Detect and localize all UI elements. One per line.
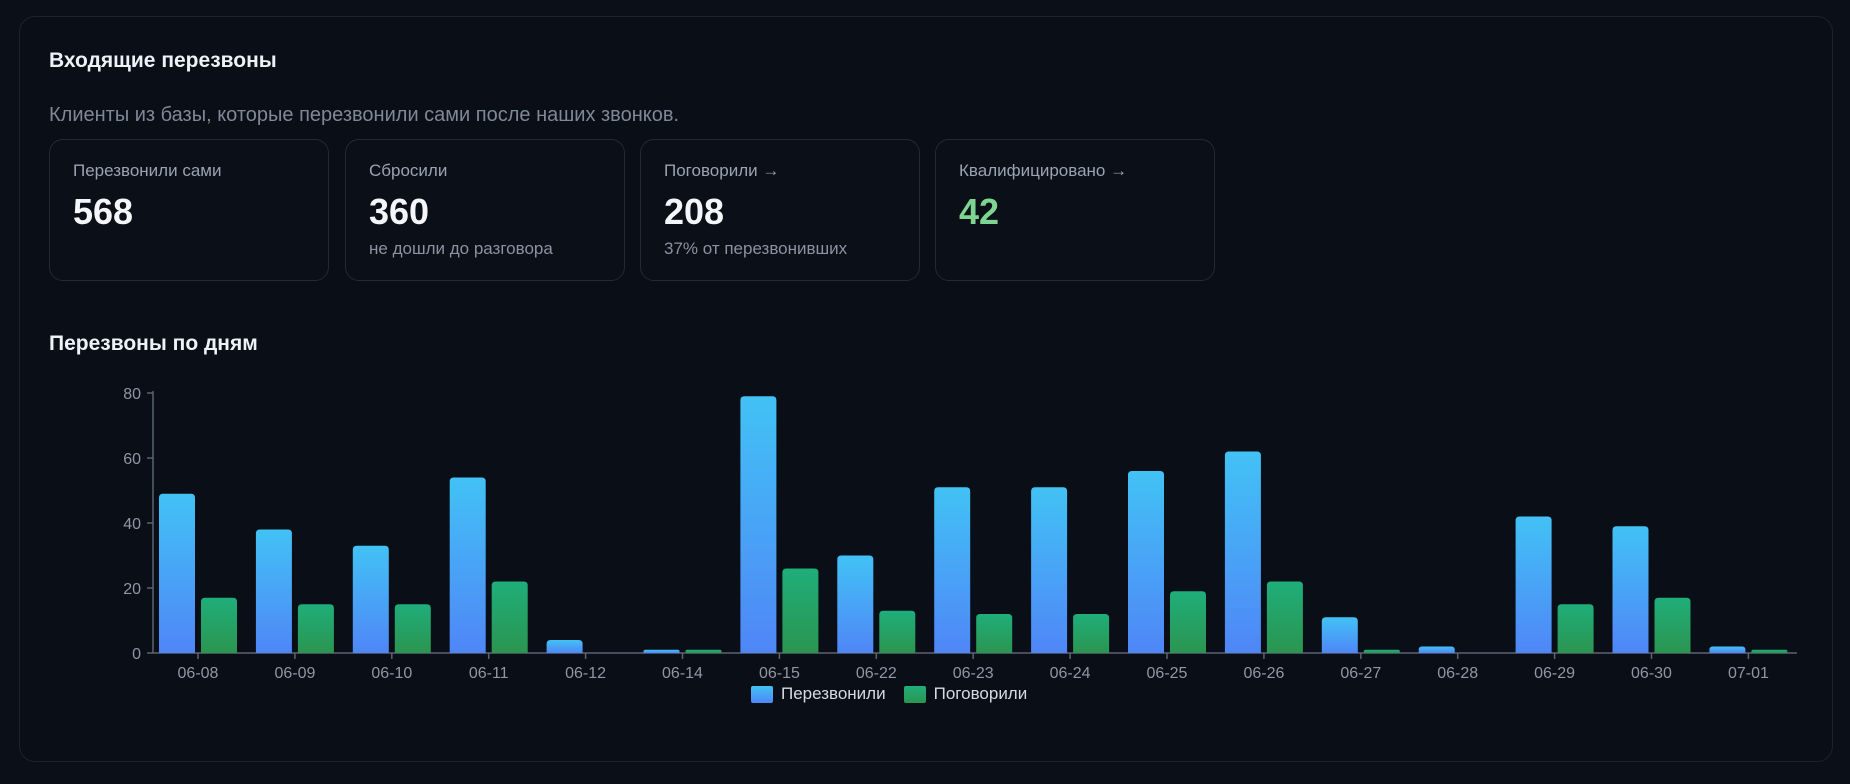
y-tick-label: 40 (123, 516, 141, 533)
kpi-value: 42 (959, 191, 1000, 232)
page-title: Входящие перезвоны (49, 49, 277, 72)
bar-talked[interactable] (1363, 649, 1400, 653)
bar-callbacks[interactable] (1128, 471, 1164, 653)
y-tick-label: 80 (123, 386, 141, 403)
bar-callbacks[interactable] (1224, 451, 1261, 654)
x-tick-label: 06-10 (371, 665, 412, 682)
kpi-card-called-back: Перезвонили сами 568 (49, 139, 329, 281)
bar-talked[interactable] (782, 568, 819, 654)
bar-talked[interactable] (297, 604, 334, 653)
kpi-label: Квалифицировано → (959, 161, 1128, 180)
x-tick-label: 06-24 (1050, 665, 1091, 682)
daily-callbacks-title: Перезвоны по дням (49, 332, 258, 355)
kpi-card-dropped: Сбросили 360 не дошли до разговора (345, 139, 625, 281)
bar-talked[interactable] (1557, 604, 1594, 653)
kpi-value: 360 (369, 191, 430, 232)
kpi-value: 208 (664, 191, 725, 232)
legend-label: Поговорили (933, 684, 1028, 703)
legend-swatch (751, 685, 773, 703)
bar-callbacks[interactable] (740, 396, 777, 653)
page-subtitle: Клиенты из базы, которые перезвонили сам… (49, 104, 680, 126)
kpi-note: не дошли до разговора (369, 239, 553, 258)
bar-callbacks[interactable] (1515, 516, 1552, 654)
x-tick-label: 06-15 (759, 665, 800, 682)
bar-talked[interactable] (201, 597, 237, 653)
bar-callbacks[interactable] (1031, 487, 1068, 653)
kpi-card-talked[interactable]: Поговорили → 208 37% от перезвонивших (640, 139, 920, 281)
bar-talked[interactable] (1654, 597, 1691, 653)
chart-bars (159, 396, 1788, 654)
x-tick-label: 06-30 (1631, 665, 1672, 682)
kpi-value: 568 (73, 191, 134, 232)
x-tick-label: 06-29 (1534, 665, 1575, 682)
kpi-note: 37% от перезвонивших (664, 239, 848, 258)
x-tick-label: 06-26 (1243, 665, 1284, 682)
x-tick-label: 06-11 (469, 665, 509, 682)
legend-label: Перезвонили (781, 684, 886, 703)
y-tick-labels: 0 20 40 60 80 (123, 386, 141, 663)
bar-talked[interactable] (1073, 614, 1110, 653)
bar-talked[interactable] (976, 614, 1013, 653)
legend-swatch (903, 685, 926, 703)
kpi-label: Перезвонили сами (73, 161, 222, 180)
kpi-card-qualified[interactable]: Квалифицировано → 42 (935, 139, 1215, 281)
x-tick-label: 06-27 (1340, 665, 1381, 682)
bar-talked[interactable] (491, 581, 528, 654)
bar-callbacks[interactable] (1612, 526, 1649, 653)
bar-talked[interactable] (1170, 591, 1206, 653)
chart-legend: Перезвонили Поговорили (751, 684, 1045, 704)
x-tick-label: 06-14 (662, 665, 703, 682)
x-tick-label: 06-12 (565, 665, 606, 682)
x-tick-label: 06-23 (953, 665, 994, 682)
bar-talked[interactable] (879, 610, 916, 653)
bar-callbacks[interactable] (1709, 646, 1746, 654)
bar-callbacks[interactable] (159, 493, 195, 653)
x-tick-label: 06-09 (274, 665, 315, 682)
bar-callbacks[interactable] (255, 529, 292, 654)
bar-callbacks[interactable] (1321, 617, 1358, 653)
x-tick-label: 06-25 (1147, 665, 1188, 682)
legend-item-callbacks[interactable]: Перезвонили (751, 684, 886, 704)
x-tick-label: 07-01 (1728, 665, 1769, 682)
x-tick-label: 06-22 (856, 665, 897, 682)
legend-item-talked[interactable]: Поговорили (903, 684, 1028, 704)
bar-callbacks[interactable] (449, 477, 486, 654)
kpi-label: Сбросили (369, 161, 448, 180)
bar-talked[interactable] (394, 604, 431, 653)
y-tick-label: 20 (123, 581, 141, 598)
y-tick-label: 60 (123, 451, 141, 468)
bar-talked[interactable] (1751, 649, 1788, 653)
x-tick-label: 06-28 (1437, 665, 1478, 682)
bar-callbacks[interactable] (837, 555, 874, 654)
kpi-label: Поговорили → (664, 161, 780, 180)
bar-talked[interactable] (685, 649, 722, 653)
bar-talked[interactable] (1266, 581, 1303, 654)
bar-callbacks[interactable] (643, 649, 680, 653)
bar-callbacks[interactable] (546, 640, 583, 653)
bar-callbacks[interactable] (934, 487, 971, 653)
x-tick-labels: 06-08 06-09 06-10 06-11 06-12 06-14 06-15 06-22… (178, 665, 1769, 682)
x-tick-label: 06-08 (178, 665, 219, 682)
bar-callbacks[interactable] (1418, 646, 1455, 654)
y-tick-label: 0 (132, 646, 141, 663)
bar-callbacks[interactable] (352, 545, 389, 653)
